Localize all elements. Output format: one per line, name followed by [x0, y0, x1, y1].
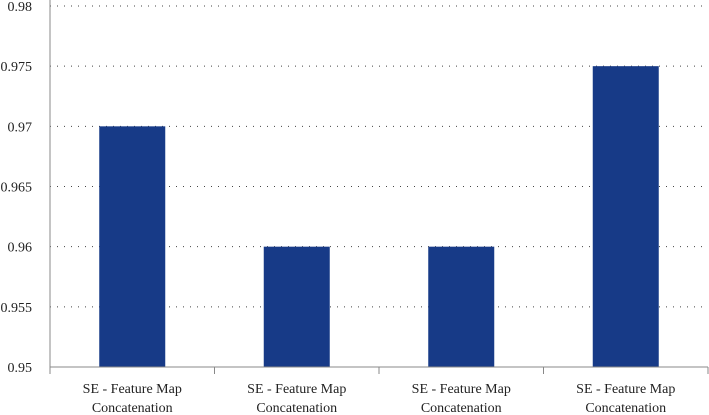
y-tick-label: 0.97 — [8, 120, 33, 135]
y-tick-label: 0.96 — [8, 241, 33, 256]
x-category-label: SE - Feature Map Concatenation — [576, 382, 675, 415]
bar — [99, 126, 166, 367]
bars — [99, 66, 659, 368]
x-category-label: SE - Feature Map Concatenation — [83, 382, 182, 415]
y-axis-ticks: 0.95 0.955 0.96 0.965 0.97 0.975 0.98 — [1, 0, 33, 376]
y-tick-label: 0.955 — [1, 301, 33, 316]
x-axis-labels: SE - Feature Map Concatenation SE - Featur… — [83, 382, 676, 415]
bar — [592, 66, 659, 368]
bar — [428, 246, 495, 367]
axes — [49, 0, 709, 374]
y-tick-label: 0.965 — [1, 181, 33, 196]
y-tick-label: 0.975 — [1, 60, 33, 75]
bar — [263, 246, 330, 367]
y-tick-label: 0.95 — [8, 361, 33, 376]
x-category-label: SE - Feature Map Concatenation — [247, 382, 346, 415]
gridlines — [50, 5, 708, 308]
x-category-label: SE - Feature Map Concatenation — [412, 382, 511, 415]
y-tick-label: 0.98 — [8, 0, 33, 15]
